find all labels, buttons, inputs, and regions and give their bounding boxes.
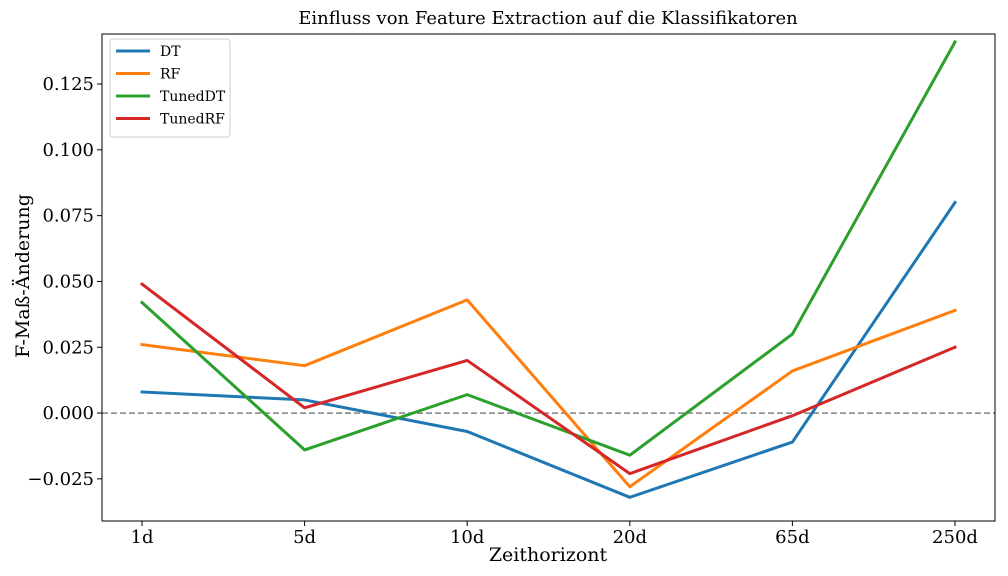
y-axis-label: F-Maß-Änderung bbox=[11, 194, 34, 358]
y-tick-label: 0.025 bbox=[42, 337, 94, 358]
y-tick-label: 0.100 bbox=[42, 140, 94, 161]
series-line-dt bbox=[140, 200, 958, 499]
x-tick-label: 1d bbox=[131, 527, 154, 548]
series-line-tuneddt bbox=[139, 39, 958, 457]
x-tick-label: 20d bbox=[613, 527, 647, 548]
y-tick-label: 0.075 bbox=[42, 206, 94, 227]
legend-label-tunedrf: TunedRF bbox=[160, 112, 225, 128]
legend-box bbox=[109, 38, 231, 138]
legend-label-dt: DT bbox=[160, 44, 181, 60]
legend-label-tuneddt: TunedDT bbox=[160, 89, 226, 105]
plot-frame bbox=[101, 33, 996, 522]
chart-title: Einfluss von Feature Extraction auf die … bbox=[298, 8, 798, 29]
plot-area: −0.025 0.000 0.025 0.050 0.075 0.100 0.125 1d 5d… bbox=[27, 33, 996, 548]
series-line-tunedrf bbox=[139, 281, 957, 476]
y-tick-label: 0.050 bbox=[42, 271, 94, 292]
x-tick-label: 5d bbox=[293, 527, 316, 548]
legend: DT RF TunedDT TunedRF bbox=[109, 38, 231, 138]
x-tick-label: 65d bbox=[775, 527, 809, 548]
series-line-rf bbox=[140, 298, 957, 489]
x-tick-label: 250d bbox=[932, 527, 978, 548]
x-axis-label: Zeithorizont bbox=[489, 544, 608, 566]
y-tick-label: −0.025 bbox=[27, 469, 94, 490]
x-tick-label: 10d bbox=[450, 527, 484, 548]
y-tick-label: 0.000 bbox=[42, 403, 94, 424]
legend-label-rf: RF bbox=[160, 67, 181, 83]
y-tick-label: 0.125 bbox=[42, 74, 94, 95]
